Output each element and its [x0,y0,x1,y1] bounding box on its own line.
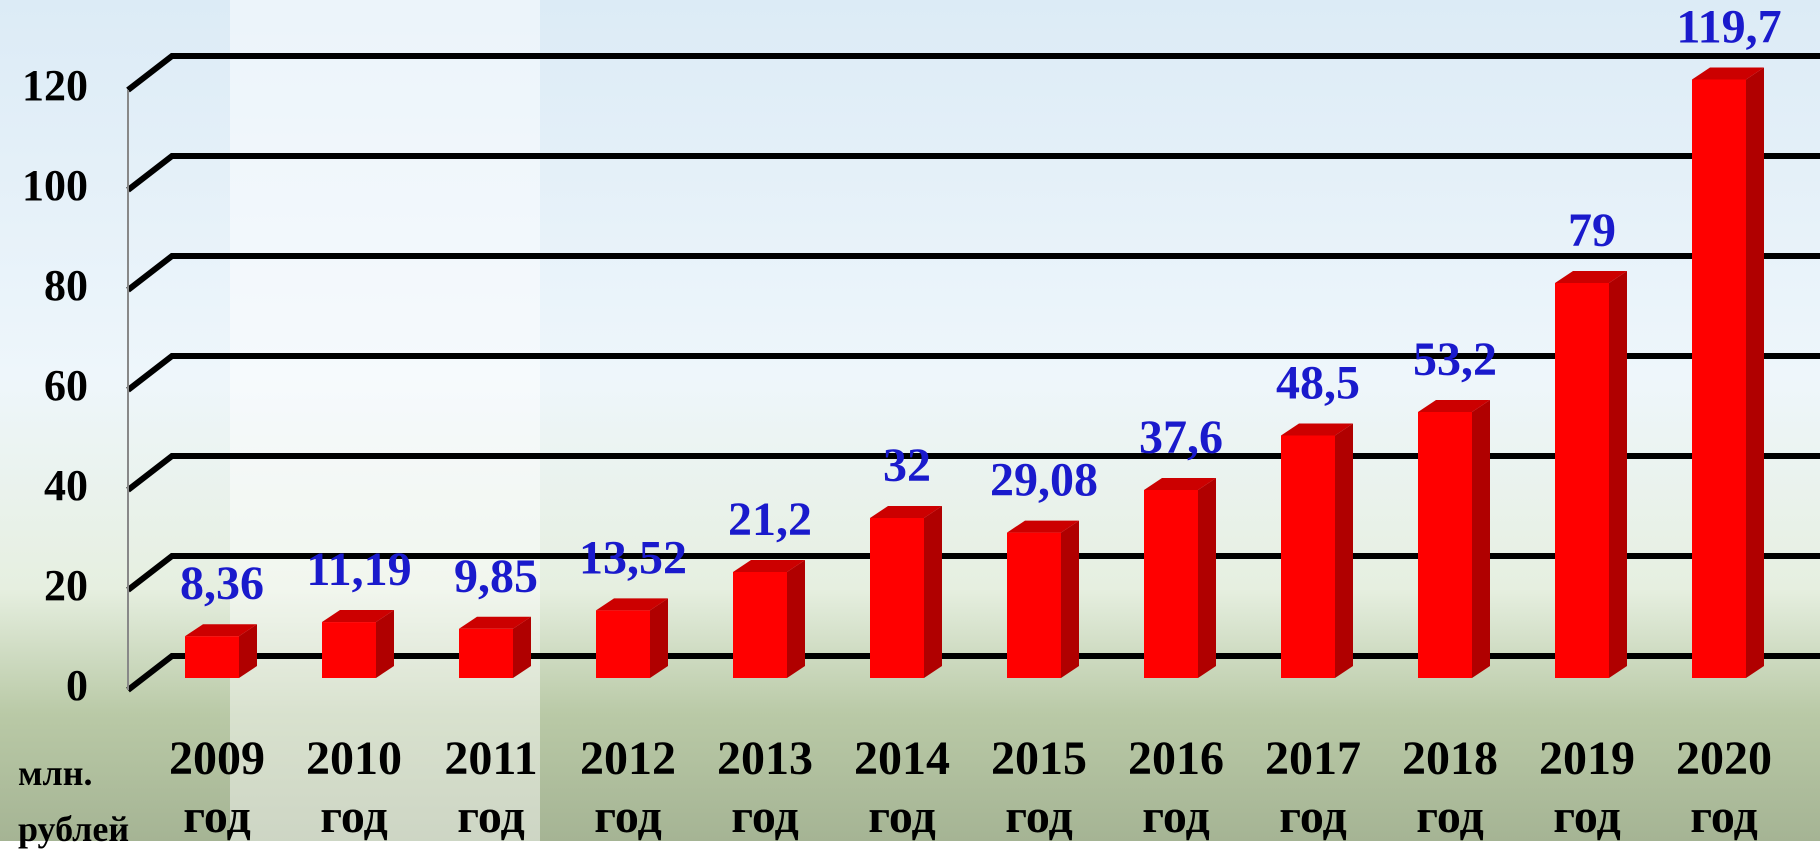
bar [1007,533,1061,678]
y-tick-label: 0 [66,661,88,710]
chart: 0 20 40 60 80 100 120 8,36 11,19 9,85 13,52 21,2 32 2… [0,0,1820,841]
x-tick-label: 2016 год [1111,730,1241,846]
bar [596,610,650,678]
y-axis-label: млн. рублей [18,745,148,857]
value-label: 29,08 [990,454,1098,507]
bar-side [1061,521,1079,678]
bar-side [1335,424,1353,679]
x-tick-label: 2017 год [1248,730,1378,846]
bar [1692,80,1746,679]
value-label: 32 [883,439,931,492]
x-tick-label: 2020 год [1659,730,1789,846]
x-tick-label: 2012 год [563,730,693,846]
x-tick-label: 2019 год [1522,730,1652,846]
x-tick-label: 2009 год [152,730,282,846]
bar [870,518,924,678]
bar-side [650,598,668,678]
bar-side [1472,400,1490,678]
value-label: 8,36 [180,557,264,610]
y-tick-label: 80 [44,261,88,310]
value-label: 53,2 [1413,333,1497,386]
bar-side [1609,271,1627,678]
grid-line [128,156,1820,190]
bar [1144,490,1198,678]
value-label: 37,6 [1139,411,1223,464]
value-label: 11,19 [306,543,411,596]
x-tick-label: 2018 год [1385,730,1515,846]
y-tick-label: 20 [44,561,88,610]
value-label: 48,5 [1276,357,1360,410]
bar-side [1198,478,1216,678]
x-tick-label: 2015 год [974,730,1104,846]
y-tick-label: 60 [44,361,88,410]
bar [733,572,787,678]
bar [1281,436,1335,679]
x-tick-label: 2014 год [837,730,967,846]
value-label: 79 [1568,204,1616,257]
y-tick-label: 120 [22,61,88,110]
x-tick-label: 2013 год [700,730,830,846]
bar [322,622,376,678]
bar-side [787,560,805,678]
value-label: 21,2 [728,493,812,546]
value-label: 9,85 [454,550,538,603]
bar-side [924,506,942,678]
value-label: 119,7 [1676,1,1781,54]
x-tick-label: 2011 год [426,730,556,846]
value-label: 13,52 [579,531,687,584]
y-tick-label: 40 [44,461,88,510]
y-tick-label: 100 [22,161,88,210]
bar [459,629,513,678]
bar [185,636,239,678]
page: 0 20 40 60 80 100 120 8,36 11,19 9,85 13,52 21,2 32 2… [0,0,1820,841]
grid-line [128,56,1820,90]
bar [1418,412,1472,678]
bar [1555,283,1609,678]
x-tick-label: 2010 год [289,730,419,846]
bar-side [1746,68,1764,679]
